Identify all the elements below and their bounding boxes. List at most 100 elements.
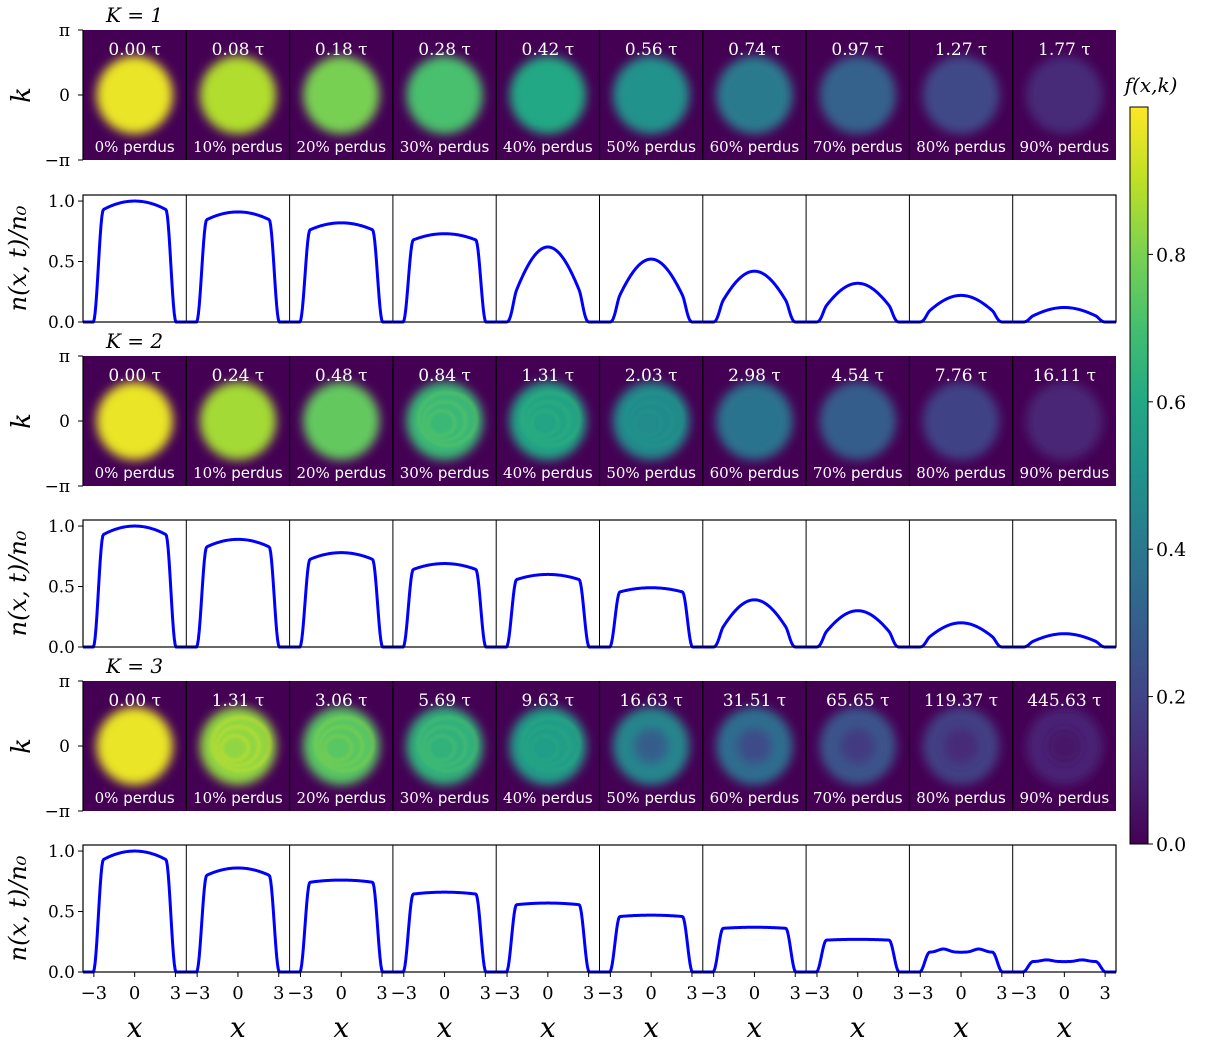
time-label: 445.63 τ [1027, 691, 1101, 711]
lost-percent: 50% [606, 464, 644, 482]
lost-word: perdus [1058, 138, 1110, 156]
lost-label: 60% perdus [710, 464, 800, 482]
time-label: 31.51 τ [723, 691, 786, 711]
density-ylabel: n(x, t)/n₀ [4, 205, 32, 311]
x-axis-label: x [540, 1011, 556, 1044]
lost-label: 40% perdus [503, 138, 593, 156]
x-tick-label: −3 [494, 983, 521, 1004]
density-curve [702, 269, 807, 324]
density-panel-bg [702, 195, 807, 322]
phase-space-blob [199, 56, 277, 134]
density-frame [82, 844, 1117, 973]
phase-space-swirl [211, 716, 271, 772]
time-label: 0.08 τ [212, 40, 265, 60]
phase-space-swirl [530, 409, 560, 437]
lost-label: 20% perdus [296, 464, 386, 482]
hm-ytick-mid: 0 [59, 86, 70, 106]
x-tick-label: 3 [376, 983, 387, 1004]
row-title-k1: K = 1 [105, 3, 163, 27]
lost-word: perdus [748, 138, 800, 156]
lost-word: perdus [438, 464, 490, 482]
x-tick-label: 0 [336, 983, 347, 1004]
lost-word: perdus [644, 789, 696, 807]
lost-word: perdus [851, 138, 903, 156]
phase-space-swirl [426, 734, 457, 762]
x-tick-label: 0 [852, 983, 863, 1004]
phase-space-blob [96, 707, 173, 785]
density-curve [908, 621, 1014, 649]
phase-space-swirl [633, 409, 663, 437]
lost-label: 90% perdus [1020, 464, 1110, 482]
density-curve [702, 925, 807, 974]
x-tick-label: −3 [700, 983, 727, 1004]
hm-ytick-mid: 0 [59, 737, 70, 757]
x-axis-label: x [953, 1011, 969, 1044]
lost-label: 10% perdus [193, 789, 283, 807]
lost-word: perdus [541, 789, 593, 807]
time-label: 0.00 τ [108, 366, 161, 386]
hm-ytick-bottom: −π [45, 802, 70, 822]
phase-space-blob [406, 56, 483, 134]
phase-space-blob [199, 382, 277, 460]
colorbar-tick-label: 0.0 [1156, 834, 1186, 856]
density-curve [702, 598, 807, 649]
lost-percent: 90% [1020, 789, 1058, 807]
phase-space-blob [96, 56, 173, 134]
lost-word: perdus [644, 138, 696, 156]
density-panel-bg [392, 520, 497, 647]
phase-space-blob [819, 382, 896, 460]
lost-percent: 60% [710, 789, 748, 807]
time-label: 0.24 τ [212, 366, 265, 386]
phase-space-hole [1047, 728, 1082, 764]
lost-word: perdus [748, 464, 800, 482]
phase-space-swirl [215, 725, 261, 767]
row-title-k2: K = 2 [105, 329, 163, 353]
lost-percent: 30% [400, 464, 438, 482]
lost-percent: 40% [503, 464, 541, 482]
lost-word: perdus [851, 789, 903, 807]
lost-word: perdus [231, 789, 283, 807]
phase-space-blob [922, 382, 1000, 460]
phase-space-swirl [628, 400, 674, 442]
density-curve [495, 572, 601, 649]
x-tick-label: 0 [1059, 983, 1070, 1004]
x-tick-label: −3 [81, 983, 108, 1004]
phase-space-swirl [530, 734, 560, 762]
density-curve [495, 901, 601, 974]
phase-space-swirl [323, 734, 353, 762]
phase-space-hole [840, 728, 875, 764]
colorbar-tick-label: 0.2 [1156, 687, 1186, 709]
density-curve [1012, 305, 1117, 324]
lost-percent: 60% [710, 138, 748, 156]
density-curve [805, 937, 911, 974]
lost-label: 40% perdus [503, 464, 593, 482]
lost-label: 30% perdus [400, 138, 490, 156]
colorbar-tick-label: 0.4 [1156, 539, 1186, 561]
lost-label: 80% perdus [916, 464, 1006, 482]
density-curve [82, 849, 187, 974]
lost-label: 70% perdus [813, 464, 903, 482]
hm-ytick-bottom: −π [45, 151, 70, 171]
phase-space-blob [612, 56, 690, 134]
x-axis-label: x [333, 1011, 349, 1044]
density-ytick: 0.5 [48, 903, 75, 923]
density-curve [598, 257, 704, 324]
density-panel-bg [909, 195, 1013, 322]
x-axis-label: x [643, 1011, 659, 1044]
phase-space-swirl [520, 716, 581, 772]
phase-space-blob [1026, 56, 1103, 134]
density-panel-bg [806, 195, 910, 322]
lost-label: 80% perdus [916, 789, 1006, 807]
lost-word: perdus [335, 464, 387, 482]
hm-ylabel: k [7, 413, 37, 429]
density-curve [392, 232, 497, 324]
x-axis-label: x [127, 1011, 143, 1044]
lost-percent: 20% [296, 138, 334, 156]
density-frame [82, 194, 1117, 323]
density-panel-bg [392, 195, 497, 322]
lost-percent: 10% [193, 789, 231, 807]
density-panel-bg [599, 520, 703, 647]
x-tick-label: 0 [749, 983, 760, 1004]
density-ytick: 0.0 [48, 963, 75, 983]
